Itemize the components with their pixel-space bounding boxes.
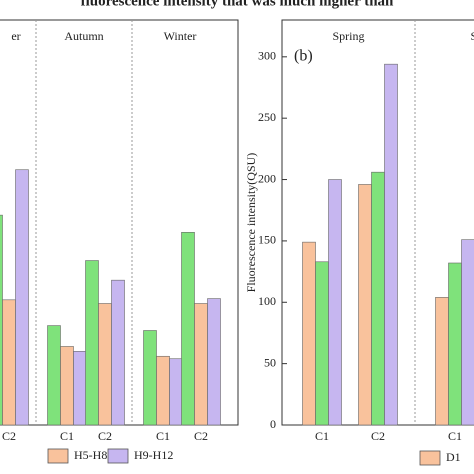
season-label: er <box>11 29 20 43</box>
panel-label: (b) <box>294 48 313 65</box>
legend-swatch <box>107 448 129 464</box>
bar <box>194 303 208 426</box>
bar <box>461 239 474 426</box>
bar <box>47 325 61 426</box>
y-tick-label: 50 <box>264 355 276 369</box>
x-tick-label: C2 <box>371 429 385 443</box>
bar <box>302 241 316 426</box>
x-tick-label: C1 <box>60 429 74 443</box>
bar <box>169 358 183 426</box>
bar <box>207 298 221 426</box>
bar <box>181 232 195 426</box>
bar <box>328 179 342 426</box>
season-label: Winter <box>164 29 197 43</box>
bar <box>435 297 449 426</box>
legend-label: H5-H8 <box>74 448 107 462</box>
x-tick-label: C2 <box>194 429 208 443</box>
y-tick-label: 150 <box>258 233 276 247</box>
bar <box>143 330 157 426</box>
bar <box>371 171 385 426</box>
x-tick-label: C2 <box>98 429 112 443</box>
x-tick-label: C1 <box>448 429 462 443</box>
legend-swatch <box>419 450 441 466</box>
caption: fluorescence intensity that was much hig… <box>81 0 394 9</box>
legend-swatch <box>47 448 69 464</box>
bar <box>358 184 372 426</box>
y-tick-label: 0 <box>270 417 276 431</box>
season-label: Sum <box>470 29 474 43</box>
bar <box>60 346 74 426</box>
bar <box>2 299 16 426</box>
bar <box>384 63 398 426</box>
x-tick-label: C2 <box>2 429 16 443</box>
bar <box>315 261 329 426</box>
bar <box>85 260 99 426</box>
bar <box>448 262 462 426</box>
bar <box>15 169 29 426</box>
bar <box>156 355 170 426</box>
bar <box>111 279 125 426</box>
legend-label: D1 <box>446 450 461 464</box>
y-tick-label: 100 <box>258 294 276 308</box>
legend-label: H9-H12 <box>134 448 173 462</box>
season-label: Spring <box>332 29 364 43</box>
bar <box>98 303 112 426</box>
y-tick-label: 200 <box>258 171 276 185</box>
y-tick-label: 250 <box>258 110 276 124</box>
y-tick-label: 300 <box>258 49 276 63</box>
x-tick-label: C1 <box>156 429 170 443</box>
x-tick-label: C1 <box>315 429 329 443</box>
bar <box>0 214 3 426</box>
bar <box>73 351 87 426</box>
y-axis-label: Fluorescence intensity(QSU) <box>244 153 258 293</box>
season-label: Autumn <box>64 29 103 43</box>
